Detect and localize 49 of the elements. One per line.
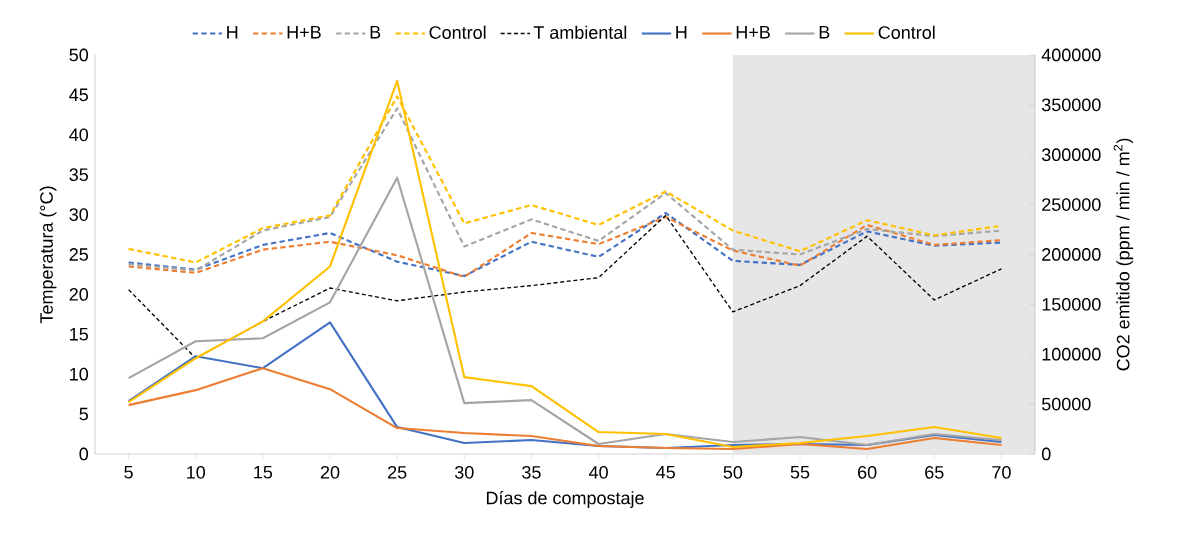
legend-label: B <box>370 26 381 39</box>
y-tick-label: 10 <box>70 367 89 381</box>
line-series <box>127 367 1003 451</box>
legend-label: H <box>676 26 687 39</box>
line-series <box>127 176 1003 447</box>
y2-tick-label: 250000 <box>1042 198 1101 211</box>
x-tick-label: 45 <box>656 465 675 479</box>
y-tick-label: 15 <box>70 328 88 341</box>
x-tick-label: 70 <box>992 465 1011 479</box>
y2-tick-label: 100000 <box>1042 347 1101 361</box>
legend-label: H+B <box>736 26 770 39</box>
x-tick-label: 40 <box>588 465 608 479</box>
legend-label: Control <box>429 25 486 39</box>
y-tick-label: 30 <box>69 208 89 221</box>
x-tick-label: 25 <box>388 465 407 479</box>
y-tick-label: 40 <box>69 128 89 142</box>
y-tick-label: 20 <box>69 288 89 301</box>
y-tick-label: 50 <box>69 48 89 62</box>
x-tick-label: 65 <box>925 465 944 479</box>
y-tick-label: 45 <box>69 88 88 102</box>
x-tick-label: 30 <box>454 465 474 479</box>
y2-axis-title: CO2 emitido (ppm / min / m$^{2}$) <box>1113 138 1134 371</box>
legend-label: H <box>227 26 238 39</box>
y2-tick-label: 0 <box>1041 447 1051 461</box>
legend-label: B <box>819 26 830 39</box>
x-tick-label: 35 <box>522 465 541 479</box>
y2-tick-label: 400000 <box>1041 48 1101 62</box>
y2-tick-label: 150000 <box>1042 297 1101 311</box>
y-tick-label: 25 <box>69 248 88 261</box>
legend-label: Control <box>878 25 935 39</box>
x-tick-label: 10 <box>187 465 206 479</box>
x-tick-label: 20 <box>320 465 340 479</box>
x-tick-label: 50 <box>723 465 743 479</box>
legend-label: H+B <box>287 26 321 39</box>
line-series <box>127 79 1003 449</box>
y2-tick-label: 350000 <box>1041 98 1101 112</box>
y2-tick-label: 200000 <box>1042 248 1101 261</box>
y-axis-title: Temperatura (°C) <box>39 186 57 324</box>
x-tick-label: 5 <box>124 465 133 479</box>
y2-tick-label: 300000 <box>1041 148 1101 162</box>
y-tick-label: 5 <box>79 407 88 421</box>
y2-tick-label: 50000 <box>1041 397 1091 411</box>
y-tick-label: 0 <box>79 447 89 461</box>
legend-label: T ambiental <box>533 25 627 39</box>
x-tick-label: 60 <box>858 465 877 479</box>
y-tick-label: 35 <box>69 168 88 182</box>
x-tick-label: 15 <box>254 465 273 479</box>
x-axis-title: Días de compostaje <box>486 490 644 508</box>
x-tick-label: 55 <box>790 465 810 479</box>
